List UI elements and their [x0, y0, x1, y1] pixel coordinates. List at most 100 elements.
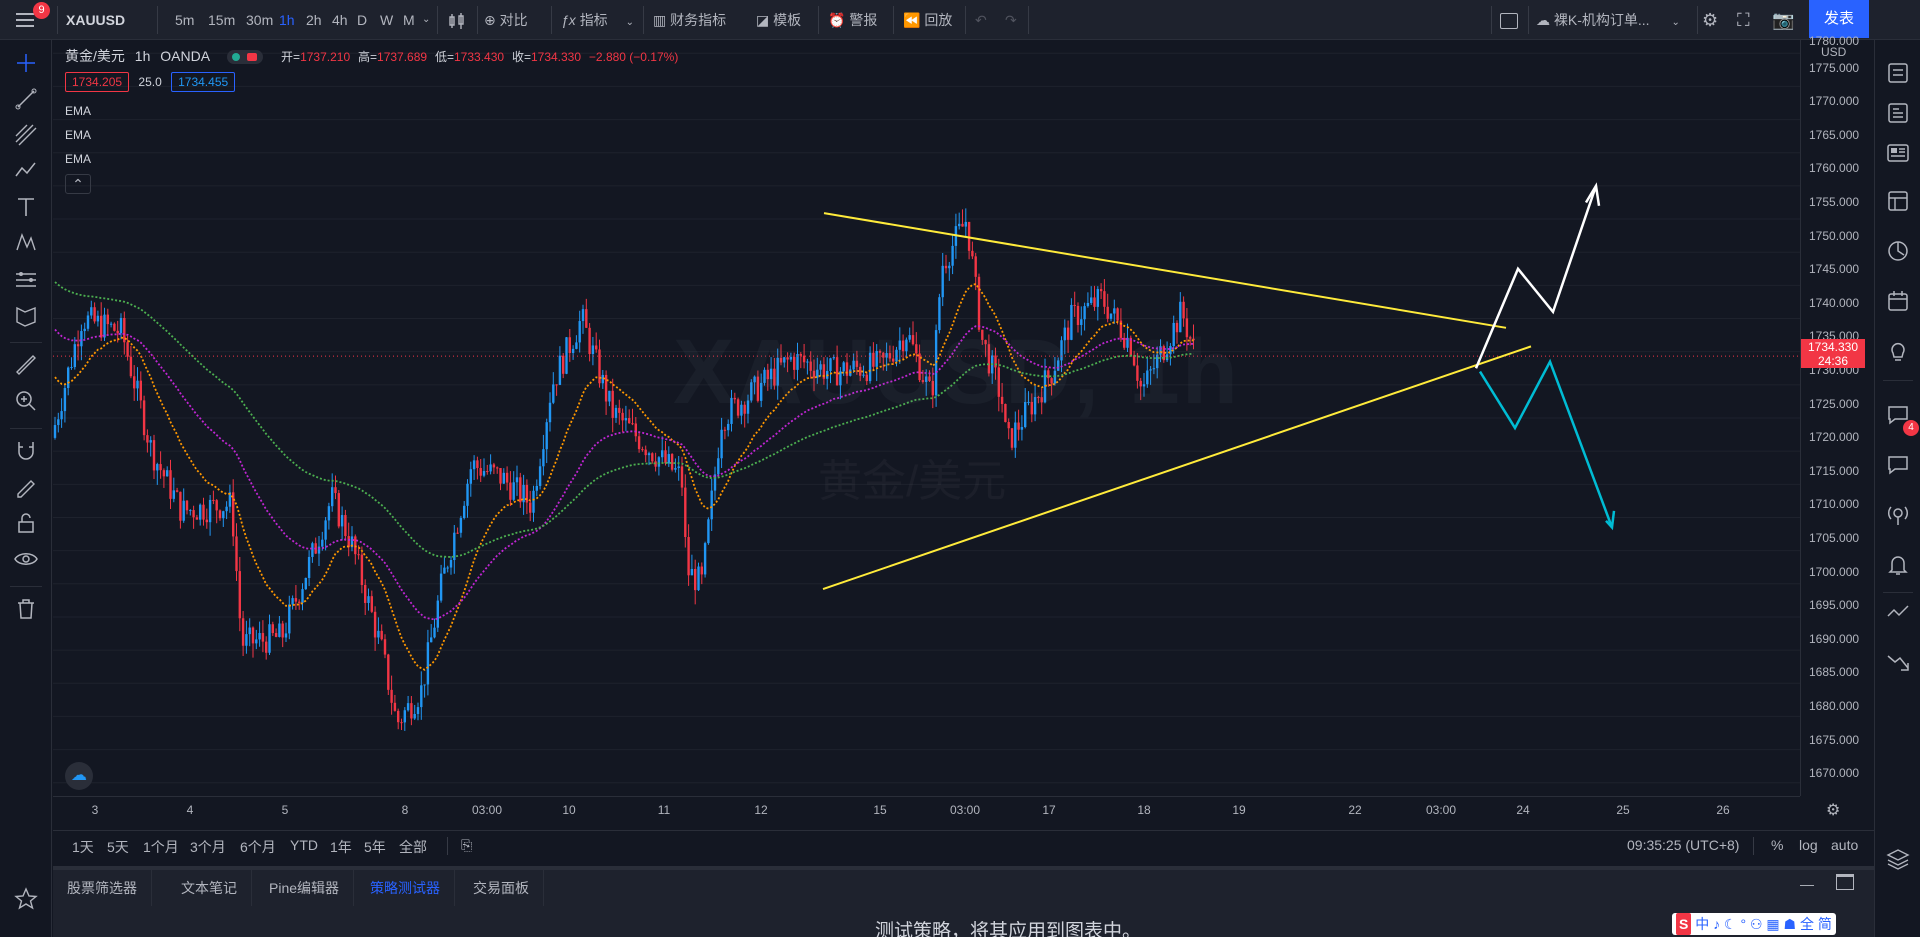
financials-button[interactable]: ▥ 财务指标	[653, 12, 727, 28]
range-button-0[interactable]: 1天	[72, 839, 94, 855]
fullscreen-button[interactable]: ⛶	[1737, 0, 1750, 40]
legend-title-row[interactable]: 黄金/美元 1h OANDA 开=1737.210 高=1737.689 低=1…	[65, 46, 678, 66]
templates-button[interactable]: ◪ 模板	[756, 12, 802, 28]
calendar-icon[interactable]	[1885, 288, 1911, 314]
prediction-tool-icon[interactable]	[13, 266, 39, 292]
menu-icon[interactable]	[10, 8, 38, 32]
zoom-in-icon[interactable]	[13, 388, 39, 414]
star-icon[interactable]	[13, 886, 39, 912]
interval-M[interactable]: M	[403, 12, 415, 28]
bid-button[interactable]: 1734.205	[65, 72, 130, 92]
indicator-ema-3[interactable]: EMA	[65, 152, 92, 166]
ruler-icon[interactable]	[13, 352, 39, 378]
ideas-icon[interactable]	[1885, 338, 1911, 364]
trash-icon[interactable]	[13, 596, 39, 622]
candle-body	[284, 633, 288, 638]
candle-body	[878, 351, 882, 353]
range-button-8[interactable]: 全部	[399, 839, 427, 855]
interval-15m[interactable]: 15m	[208, 12, 236, 28]
price-chart[interactable]	[53, 40, 1800, 796]
interval-W[interactable]: W	[380, 12, 394, 28]
alerts-list-icon[interactable]	[1885, 100, 1911, 126]
panel-tab-3[interactable]: 策略测试器	[356, 870, 455, 906]
trend-line-icon[interactable]	[13, 86, 39, 112]
interval-D[interactable]: D	[357, 12, 368, 28]
range-button-7[interactable]: 5年	[364, 839, 386, 855]
chat-icon[interactable]	[1885, 402, 1911, 428]
panel-tab-4[interactable]: 交易面板	[459, 870, 544, 906]
spread-value: 25.0	[138, 75, 162, 89]
interval-1h[interactable]: 1h	[279, 12, 295, 28]
candle-body	[344, 515, 347, 537]
range-button-6[interactable]: 1年	[330, 839, 352, 855]
candle-body	[185, 500, 189, 511]
chart-type-button[interactable]	[447, 0, 467, 40]
maximize-panel-button[interactable]	[1836, 874, 1854, 890]
log-toggle[interactable]: log	[1799, 837, 1818, 853]
percent-toggle[interactable]: %	[1771, 837, 1784, 853]
candle-body	[1024, 402, 1027, 428]
ime-toolbar[interactable]: S 中 ♪ ☾ ° ⚇ ▦ ☗ 全 简	[1672, 913, 1836, 935]
publish-button[interactable]: 发表	[1809, 0, 1869, 38]
ask-button[interactable]: 1734.455	[171, 72, 236, 92]
interval-dropdown-icon[interactable]: ⌄	[422, 14, 431, 25]
indicator-ema-2[interactable]: EMA	[65, 128, 92, 142]
xabcd-pattern-icon[interactable]	[13, 230, 39, 256]
indicator-ema-1[interactable]: EMA	[65, 104, 92, 118]
text-tool-icon[interactable]	[13, 194, 39, 220]
range-button-3[interactable]: 3个月	[190, 839, 226, 855]
price-axis[interactable]: 1780.000 USD 1775.000 1770.000 1765.000 1760.…	[1800, 35, 1874, 796]
alert-button[interactable]: ⏰ 警报	[828, 12, 878, 28]
replay-button[interactable]: ⏪ 回放	[903, 12, 953, 28]
interval-5m[interactable]: 5m	[175, 12, 195, 28]
messages-icon[interactable]	[1885, 452, 1911, 478]
layers-icon[interactable]	[1885, 846, 1911, 872]
candle-body	[241, 618, 245, 646]
range-button-1[interactable]: 5天	[107, 839, 129, 855]
crosshair-icon[interactable]	[13, 50, 39, 76]
panel-tab-1[interactable]: 文本笔记	[167, 870, 252, 906]
eye-icon[interactable]	[13, 546, 39, 572]
layout-menu-button[interactable]: ☁ 裸K-机构订单... ⌄	[1536, 12, 1680, 28]
news-icon[interactable]	[1885, 140, 1911, 166]
fib-tool-icon[interactable]	[13, 122, 39, 148]
notifications-icon[interactable]	[1885, 552, 1911, 578]
symbol-search-button[interactable]: XAUUSD	[66, 12, 126, 28]
data-window-icon[interactable]	[1885, 188, 1911, 214]
redo-button[interactable]: ↷	[1005, 0, 1017, 40]
interval-30m[interactable]: 30m	[246, 12, 274, 28]
snapshot-button[interactable]: 📷	[1772, 0, 1794, 40]
collapse-legend-button[interactable]: ⌃	[65, 174, 91, 194]
depth-icon[interactable]	[1885, 650, 1911, 676]
interval-2h[interactable]: 2h	[306, 12, 322, 28]
settings-button[interactable]: ⚙	[1702, 0, 1718, 40]
compare-button[interactable]: ⊕ 对比	[484, 12, 528, 28]
panel-tab-2[interactable]: Pine编辑器	[255, 870, 355, 906]
chart-pane[interactable]	[53, 40, 1800, 796]
lock-icon[interactable]	[13, 510, 39, 536]
pattern-tool-icon[interactable]	[13, 158, 39, 184]
interval-4h[interactable]: 4h	[332, 12, 348, 28]
range-button-4[interactable]: 6个月	[240, 839, 276, 855]
range-button-5[interactable]: YTD	[290, 837, 318, 853]
axis-settings-button[interactable]: ⚙	[1826, 800, 1840, 820]
streams-icon[interactable]	[1885, 502, 1911, 528]
lock-drawing-icon[interactable]	[13, 474, 39, 500]
time-axis[interactable]: 3 4 5 8 03:00 10 11 12 15 03:00 17 18 19 22 03:00 24 25 2…	[53, 796, 1800, 822]
watchlist-icon[interactable]	[1885, 60, 1911, 86]
icon-tool-icon[interactable]	[13, 302, 39, 328]
ema-line-2	[54, 325, 1194, 621]
order-panel-icon[interactable]	[1885, 600, 1911, 626]
hotlist-icon[interactable]	[1885, 238, 1911, 264]
indicators-button[interactable]: ƒx 指标 ⌄	[561, 12, 634, 28]
minimize-panel-button[interactable]: —	[1800, 876, 1814, 892]
cloud-sync-icon[interactable]: ☁	[65, 762, 93, 790]
panel-tab-0[interactable]: 股票筛选器	[53, 870, 152, 906]
undo-button[interactable]: ↶	[975, 0, 987, 40]
candle-body	[433, 627, 436, 638]
magnet-icon[interactable]	[13, 438, 39, 464]
range-button-2[interactable]: 1个月	[143, 839, 179, 855]
auto-toggle[interactable]: auto	[1831, 837, 1859, 853]
layout-toggle-button[interactable]	[1500, 0, 1518, 40]
goto-date-icon[interactable]: ⎘	[461, 837, 473, 853]
